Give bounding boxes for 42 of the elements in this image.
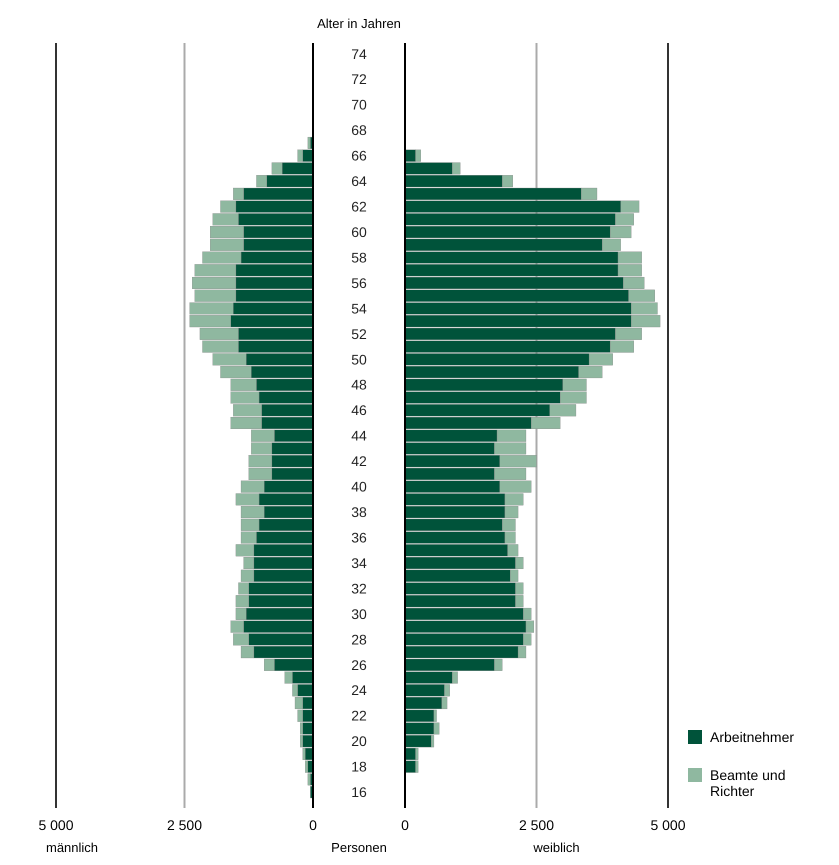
y-tick-label: 66 xyxy=(351,148,367,164)
y-tick-label: 34 xyxy=(351,554,367,571)
y-tick-label: 68 xyxy=(351,122,367,138)
y-tick-label: 74 xyxy=(351,46,367,62)
y-tick-label: 26 xyxy=(351,656,367,673)
x-tick-label: 5 000 xyxy=(650,817,686,833)
y-tick-label: 72 xyxy=(351,71,367,88)
y-tick-label: 70 xyxy=(351,96,367,113)
x-tick-label: 5 000 xyxy=(38,817,74,833)
y-tick-label: 48 xyxy=(351,376,367,393)
y-tick-label: 52 xyxy=(351,326,367,342)
y-tick-label: 42 xyxy=(351,453,367,470)
y-tick-label: 40 xyxy=(351,478,367,495)
y-axis-title: Alter in Jahren xyxy=(317,16,401,31)
x-tick-label: 2 500 xyxy=(166,817,202,833)
x-axis-title: männlich xyxy=(46,840,98,855)
legend-label: Beamte und Richter xyxy=(710,767,786,799)
x-tick-label: 2 500 xyxy=(518,817,554,833)
y-tick-label: 18 xyxy=(351,758,367,775)
x-tick-label: 0 xyxy=(309,817,318,833)
y-tick-label: 58 xyxy=(351,249,367,266)
x-tick-label: 0 xyxy=(401,817,410,833)
y-tick-label: 28 xyxy=(351,631,367,648)
y-tick-label: 20 xyxy=(351,733,367,750)
y-tick-label: 30 xyxy=(351,606,367,622)
y-tick-label: 54 xyxy=(351,300,367,316)
y-tick-label: 24 xyxy=(351,682,367,698)
y-tick-label: 32 xyxy=(351,580,367,596)
y-tick-label: 44 xyxy=(351,428,367,444)
text: Personen xyxy=(331,840,387,855)
y-tick-label: 50 xyxy=(351,351,367,368)
y-tick-label: 60 xyxy=(351,224,367,240)
y-tick-label: 56 xyxy=(351,274,367,291)
y-tick-label: 36 xyxy=(351,529,367,546)
y-tick-label: 22 xyxy=(351,708,367,724)
y-tick-label: 38 xyxy=(351,504,367,520)
legend-label: Arbeitnehmer xyxy=(710,729,794,745)
y-tick-label: 46 xyxy=(351,402,367,418)
y-tick-label: 62 xyxy=(351,198,367,215)
y-tick-label: 64 xyxy=(351,173,367,190)
x-axis-title: weiblich xyxy=(532,840,580,855)
y-tick-label: 16 xyxy=(351,784,367,800)
